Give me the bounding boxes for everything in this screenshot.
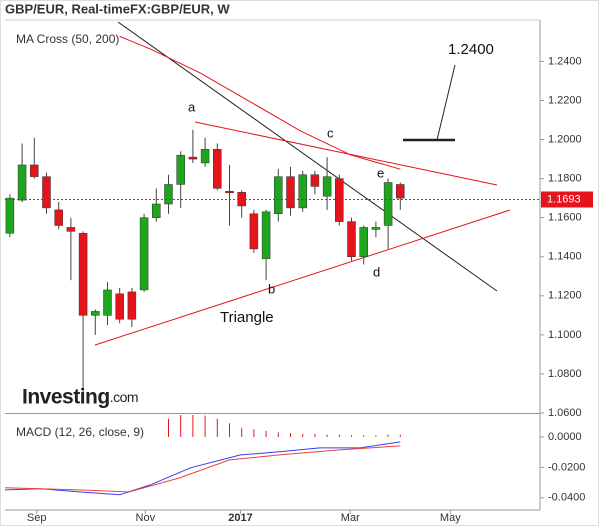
candle-body — [359, 227, 368, 257]
candle-body — [42, 176, 51, 209]
candle-body — [322, 176, 332, 197]
candle-body — [188, 156, 198, 160]
candle-body — [91, 311, 100, 316]
y-tick-label: 1.1800 — [548, 173, 582, 185]
y-tick-label: 1.1400 — [548, 251, 582, 263]
macd-line — [5, 441, 401, 496]
trendline — [194, 121, 498, 186]
annotation: 1.2400 — [448, 41, 494, 58]
candle-body — [261, 211, 271, 259]
candle-body — [335, 178, 344, 222]
annotation: Triangle — [220, 309, 274, 326]
x-tick-label: Mar — [341, 512, 360, 524]
candle-body — [164, 184, 173, 205]
annotation: a — [188, 99, 196, 114]
candle-body — [176, 154, 185, 185]
y-tick-label: -0.0200 — [548, 461, 585, 473]
y-tick-label: 1.0800 — [548, 368, 582, 380]
chart-title: GBP/EUR, Real-timeFX:GBP/EUR, W — [5, 1, 230, 16]
candle-body — [225, 191, 234, 194]
macd-label: MACD (12, 26, close, 9) — [16, 425, 144, 439]
y-tick-label: 1.2200 — [548, 94, 582, 106]
moving-average — [119, 35, 401, 170]
candle-body — [152, 203, 161, 218]
y-tick-label: 0.0000 — [548, 431, 582, 443]
indicator-label: MA Cross (50, 200) — [16, 32, 119, 46]
candle-body — [383, 182, 393, 226]
candle-body — [5, 197, 15, 234]
trendline — [117, 21, 498, 292]
candle-body — [54, 209, 63, 226]
x-tick-label: Nov — [136, 512, 156, 524]
candle-body — [347, 221, 356, 257]
candle-body — [139, 217, 149, 291]
pointer-line — [436, 64, 456, 141]
candle-body — [298, 174, 307, 209]
candle-body — [286, 176, 295, 209]
annotation: e — [377, 165, 384, 180]
candle-body — [249, 213, 259, 250]
candle-body — [78, 233, 88, 316]
candle-body — [115, 293, 124, 320]
x-tick-label: Sep — [27, 512, 47, 524]
y-tick-label: -0.0400 — [548, 492, 585, 504]
macd-line — [5, 445, 401, 493]
x-tick-label: 2017 — [228, 512, 252, 524]
price-pane — [5, 21, 511, 394]
x-tick-label: May — [440, 512, 461, 524]
candle-body — [127, 291, 137, 320]
annotation: d — [373, 264, 380, 279]
y-tick-label: 1.2000 — [548, 133, 582, 145]
y-tick-label: 1.1000 — [548, 329, 582, 341]
candle-body — [30, 164, 39, 177]
last-price-label: 1.1693 — [547, 193, 581, 205]
y-tick-label: 1.1600 — [548, 212, 582, 224]
candle-body — [396, 184, 405, 199]
candle-body — [213, 149, 222, 189]
candle-body — [17, 164, 27, 201]
candle-body — [371, 227, 381, 230]
annotation: c — [327, 125, 334, 140]
candle-body — [103, 289, 112, 316]
annotation: b — [268, 281, 275, 296]
macd-pane — [5, 415, 401, 496]
y-tick-label: 1.1200 — [548, 290, 582, 302]
last-price-box — [541, 191, 593, 208]
candle-body — [66, 227, 76, 232]
logo: Investing.com — [22, 386, 138, 409]
candle-body — [200, 149, 210, 164]
candle-body — [310, 174, 320, 187]
y-tick-label: 1.0600 — [548, 407, 582, 419]
y-tick-label: 1.2400 — [548, 55, 582, 67]
candle-body — [274, 176, 283, 215]
trendline — [94, 209, 511, 346]
